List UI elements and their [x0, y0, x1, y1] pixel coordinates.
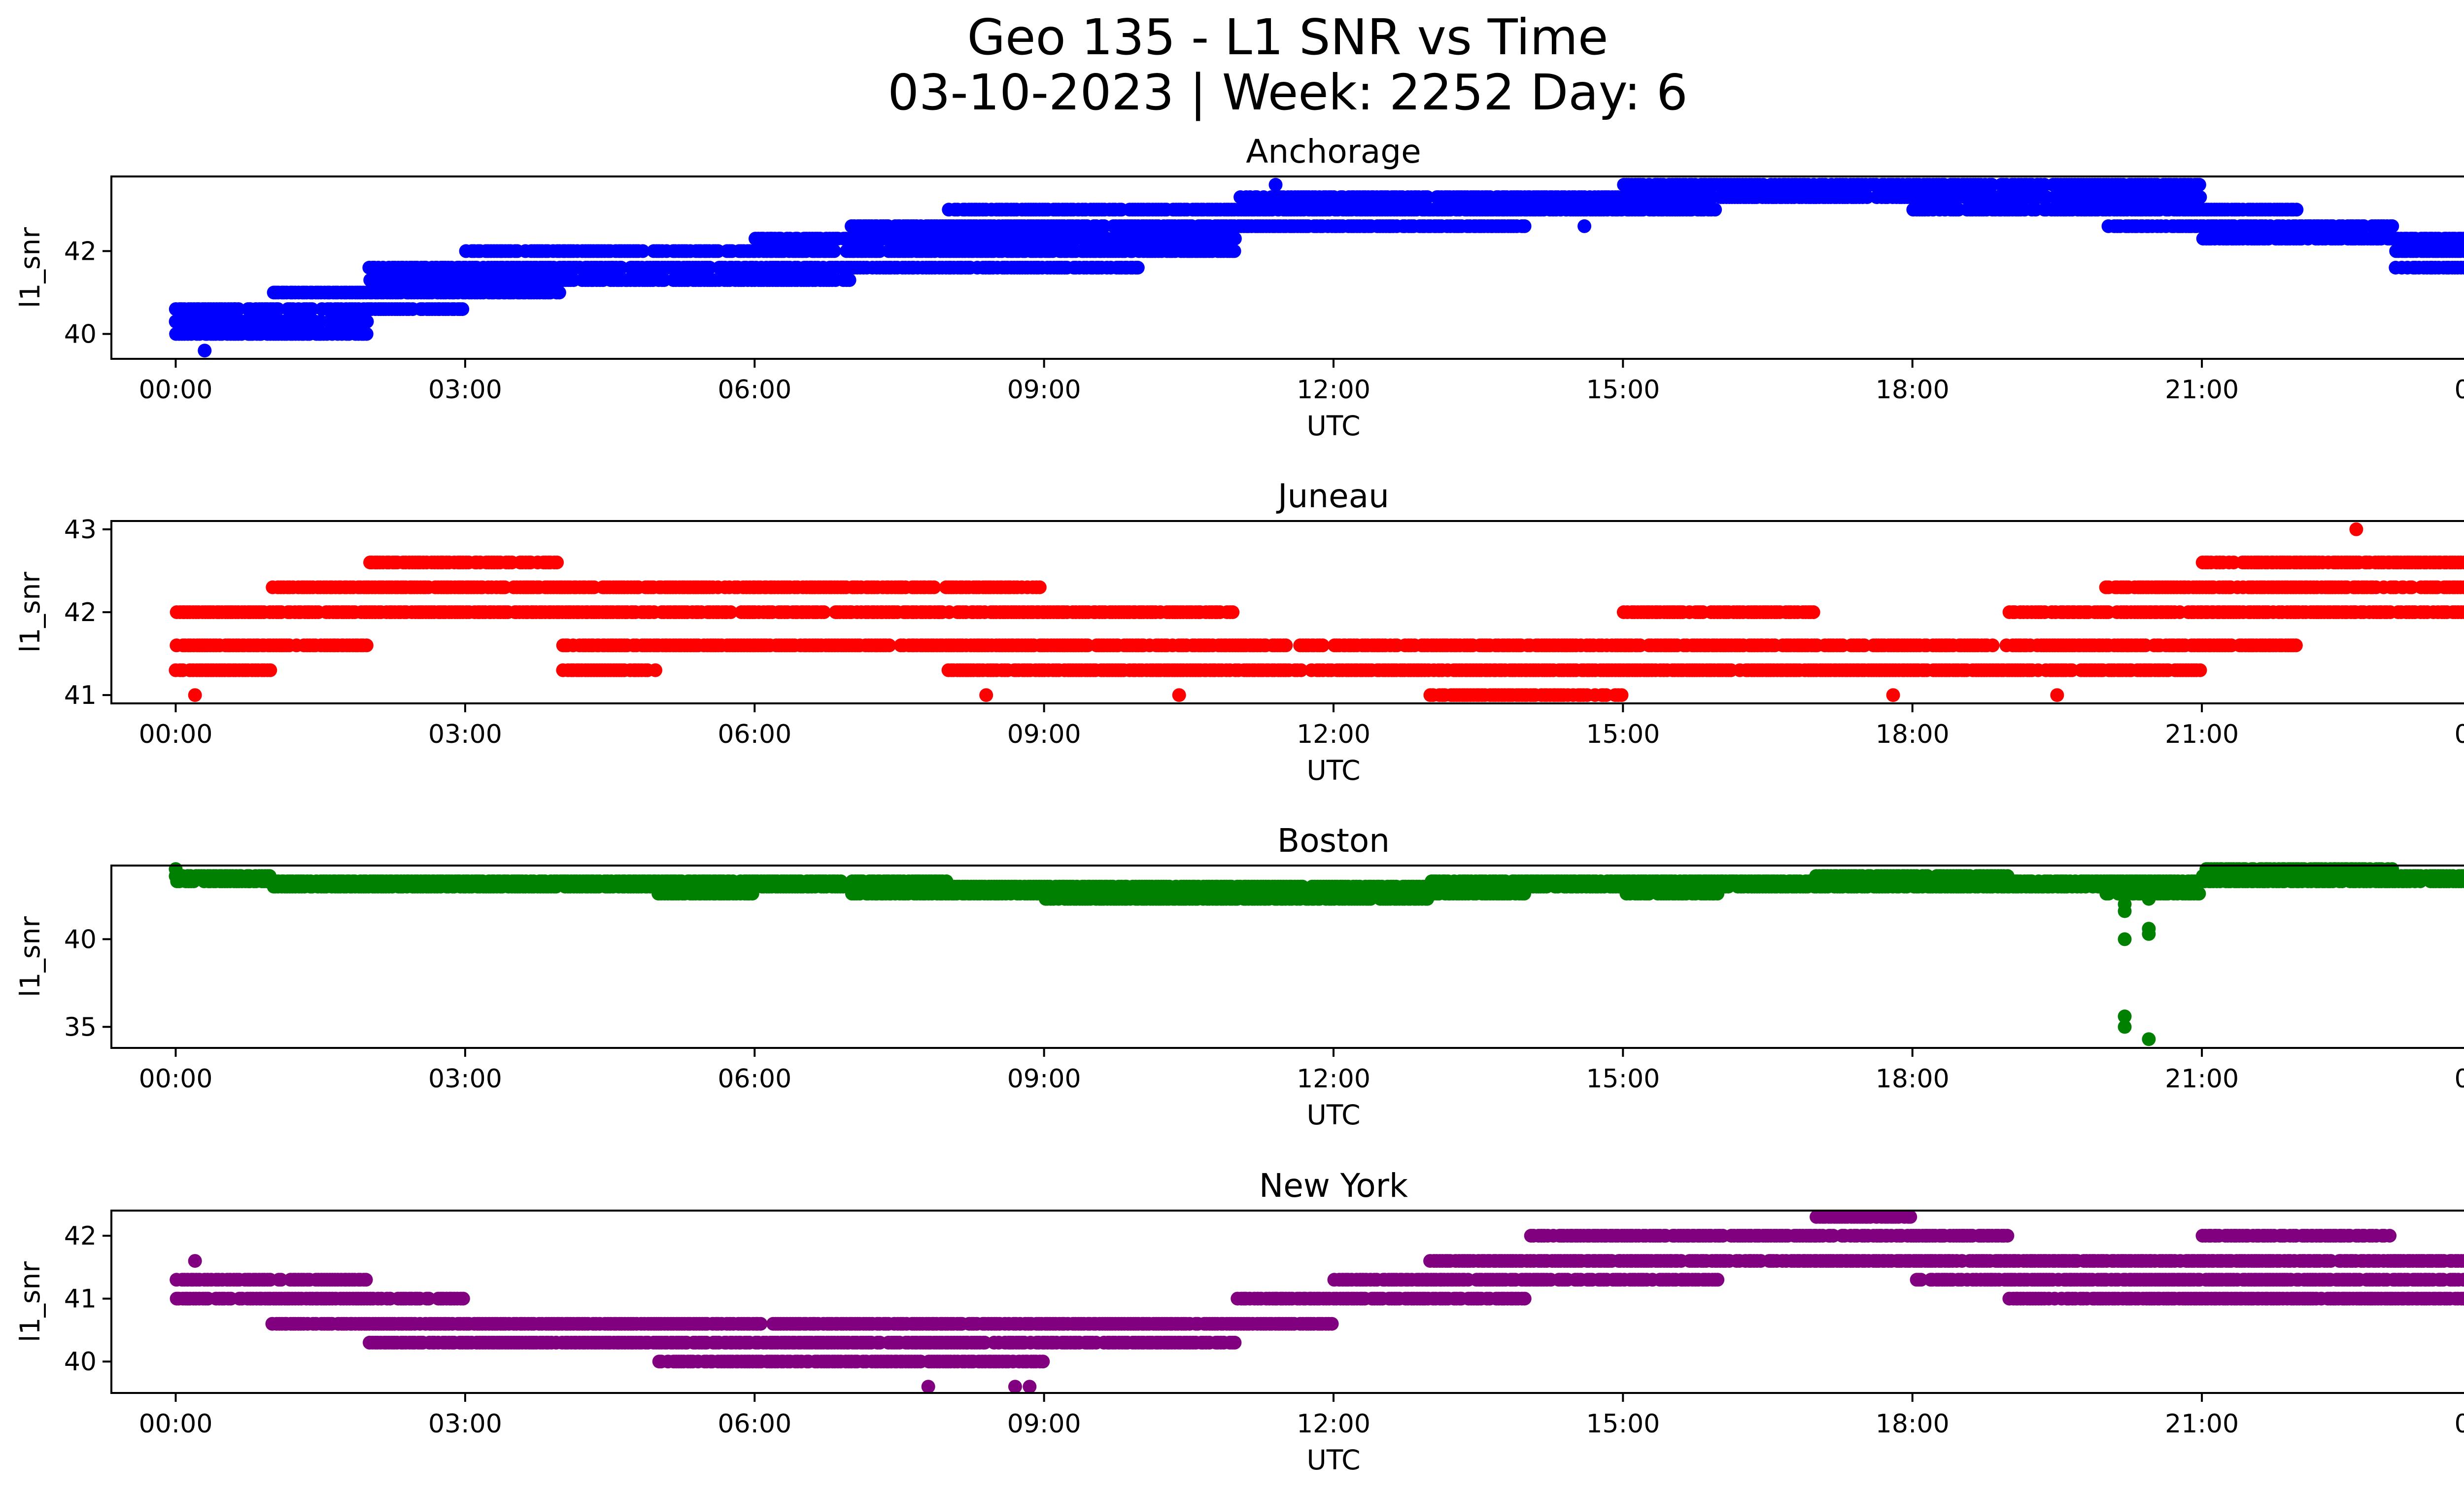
data-point: [636, 244, 650, 258]
subplot-title: Boston: [1277, 822, 1390, 860]
data-point: [2193, 190, 2207, 204]
data-point: [927, 580, 941, 594]
x-tick-label: 18:00: [1876, 375, 1950, 405]
subplot-title: Juneau: [1276, 477, 1389, 515]
scatter-points: [169, 522, 2464, 702]
data-point: [1614, 688, 1629, 702]
y-tick-label: 40: [64, 320, 97, 349]
data-point: [359, 327, 374, 341]
data-point: [1708, 203, 1722, 217]
data-point: [2385, 219, 2399, 233]
subplot-grid: Anchorage 00:00 03:00 06:00 09:00 12:00 15:00 1…: [14, 133, 2464, 1476]
data-point: [2290, 203, 2304, 217]
subplot-anchorage: Anchorage 00:00 03:00 06:00 09:00 12:00 15:00 1…: [14, 133, 2464, 442]
data-point: [1279, 638, 1293, 653]
data-point: [359, 638, 374, 653]
data-point: [360, 314, 374, 329]
data-point: [263, 663, 277, 677]
data-point: [1886, 688, 1900, 702]
x-axis-label: UTC: [1306, 755, 1360, 786]
data-point: [2193, 663, 2207, 677]
x-axis-label: UTC: [1306, 410, 1360, 442]
x-tick-label: 03:00: [428, 720, 502, 749]
x-tick-label: 21:00: [2165, 720, 2239, 749]
data-point: [1268, 177, 1283, 192]
x-tick-label: 03:00: [428, 375, 502, 405]
data-point: [979, 688, 993, 702]
data-point: [842, 273, 856, 287]
figure-title-line-2: 03-10-2023 | Week: 2252 Day: 6: [888, 64, 1687, 121]
data-point: [1226, 605, 1240, 619]
x-tick-label: 06:00: [718, 720, 791, 749]
x-tick-label: 12:00: [1297, 720, 1370, 749]
y-tick-label: 42: [64, 237, 97, 266]
x-tick-label: 18:00: [1876, 720, 1950, 749]
data-point: [231, 302, 245, 316]
data-point: [827, 244, 841, 258]
data-point: [552, 285, 566, 300]
data-point: [271, 302, 285, 316]
data-point: [1228, 232, 1242, 246]
x-tick-label: 00:00: [139, 720, 213, 749]
x-tick-label: 21:00: [2165, 375, 2239, 405]
data-point: [1806, 605, 1820, 619]
x-tick-label: 00:00: [2455, 720, 2464, 749]
data-point: [614, 261, 628, 275]
data-point: [188, 688, 202, 702]
data-point: [1130, 261, 1145, 275]
x-tick-label: 09:00: [1007, 375, 1081, 405]
y-tick-label: 41: [64, 681, 97, 710]
data-point: [550, 556, 564, 570]
data-point: [1172, 688, 1186, 702]
data-point: [2050, 688, 2064, 702]
data-point: [703, 261, 717, 275]
data-point: [2192, 177, 2206, 192]
data-point: [2349, 522, 2363, 536]
data-point: [305, 302, 319, 316]
x-tick-label: 12:00: [1297, 375, 1370, 405]
x-tick-label: 00:00: [139, 375, 213, 405]
data-point: [455, 302, 470, 316]
x-tick-label: 00:00: [2455, 375, 2464, 405]
data-point: [1227, 244, 1241, 258]
data-point: [1517, 219, 1532, 233]
subplot-title: Anchorage: [1246, 133, 1421, 171]
x-tick-label: 15:00: [1586, 375, 1660, 405]
scatter-points: [169, 177, 2464, 358]
data-point: [2289, 638, 2303, 653]
x-tick-label: 15:00: [1586, 720, 1660, 749]
data-point: [1985, 638, 2000, 653]
y-tick-label: 42: [64, 598, 97, 627]
y-axis-label: l1_snr: [14, 227, 46, 308]
figure-title-line-1: Geo 135 - L1 SNR vs Time: [967, 8, 1608, 66]
data-point: [649, 663, 662, 677]
data-point: [1032, 580, 1047, 594]
data-point: [1316, 638, 1330, 653]
y-axis-label: l1_snr: [14, 572, 46, 653]
scatter-points: [169, 862, 2464, 1046]
x-tick-label: 06:00: [718, 375, 791, 405]
subplot-juneau: Juneau 00:00 03:00 06:00 09:00 12:00 15:00 18:0…: [14, 477, 2464, 786]
data-point: [1577, 219, 1592, 233]
data-point: [198, 344, 212, 358]
y-tick-label: 43: [64, 515, 97, 545]
x-tick-label: 09:00: [1007, 720, 1081, 749]
